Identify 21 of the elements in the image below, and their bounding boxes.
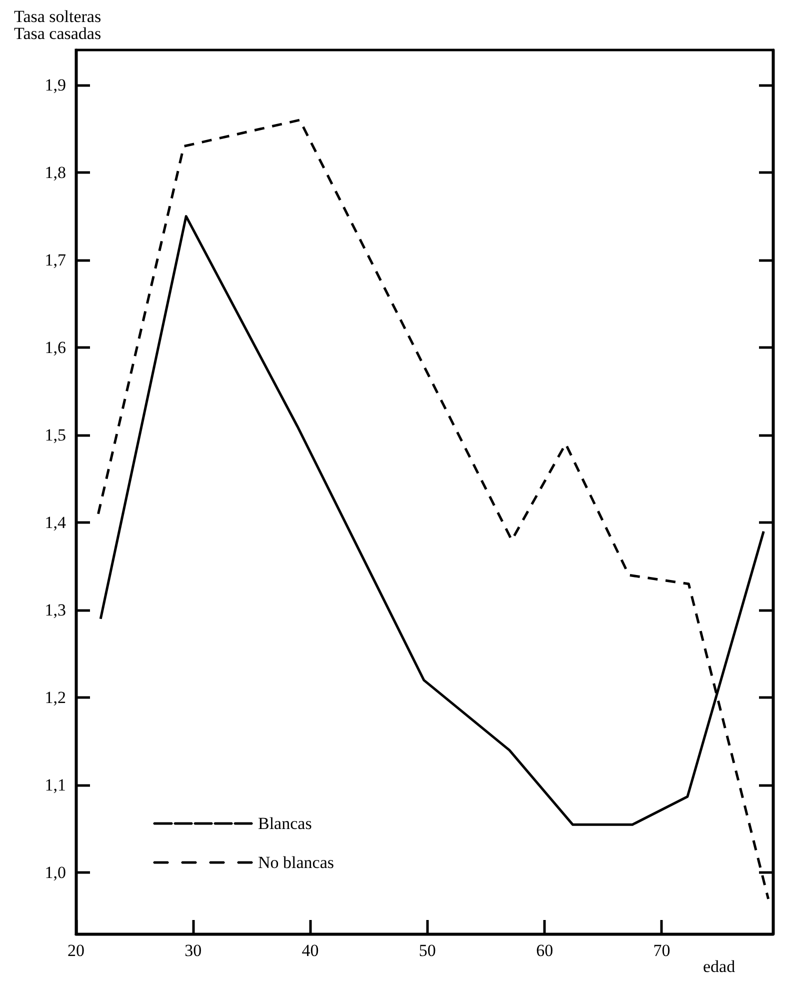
x-tick-label: 50 [418,941,436,960]
y-tick-label: 1,6 [44,338,66,358]
y-tick-label: 1,0 [44,863,66,882]
y-tick-label: 1,1 [44,776,66,795]
legend-label: No blancas [258,853,334,872]
y-tick-label: 1,7 [44,250,66,270]
line-series [97,118,770,900]
y-tick-label: 1,2 [44,688,66,708]
x-axis-title: edad [703,957,736,976]
legend-label: Blancas [258,814,312,833]
y-tick-label: 1,8 [44,163,66,182]
y-tick-label: 1,9 [44,76,66,95]
x-tick-label: 30 [184,941,202,960]
y-tick-label: 1,3 [44,600,66,620]
y-tick-label: 1,5 [44,426,66,445]
y-axis-title: Tasa solteras Tasa casadas [14,7,102,43]
x-tick-label: 20 [68,941,84,960]
x-tick-label: 70 [653,941,670,960]
x-tick-label: 40 [302,941,319,960]
y-tick-label: 1,4 [44,513,66,532]
x-tick-label: 60 [536,941,554,960]
